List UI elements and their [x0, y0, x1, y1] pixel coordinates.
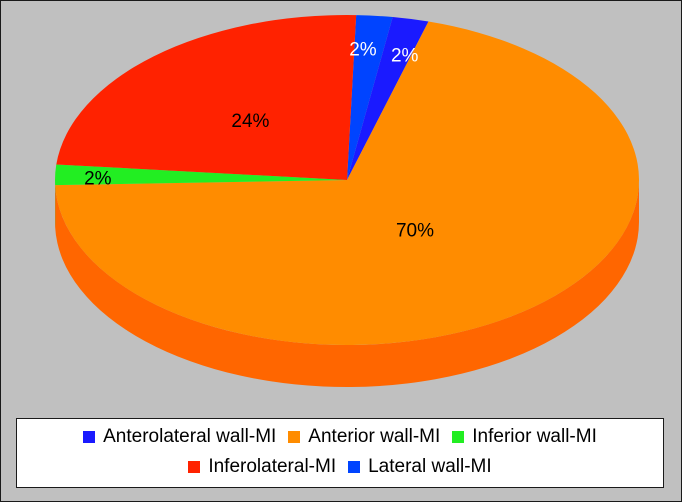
legend-swatch-lateral	[348, 461, 361, 473]
slice-label-inferior: 2%	[84, 169, 112, 190]
legend-label-inferior: Inferior wall-MI	[472, 426, 597, 447]
legend-item-inferior: Inferior wall-MI	[452, 426, 597, 448]
legend-swatch-inferolateral	[188, 461, 201, 473]
legend-swatch-anterolateral	[83, 431, 96, 443]
legend-item-lateral: Lateral wall-MI	[348, 456, 492, 478]
pie-top	[55, 15, 639, 345]
pie-slice-anterior	[55, 21, 639, 345]
legend-row-1: Anterolateral wall-MI Anterior wall-MI I…	[17, 426, 663, 448]
legend-label-anterolateral: Anterolateral wall-MI	[103, 426, 277, 447]
legend-swatch-inferior	[452, 431, 465, 443]
pie-labels: 2% 2% 70% 2% 24%	[84, 40, 434, 242]
pie-slice-inferior	[55, 164, 347, 186]
legend-label-inferolateral: Inferolateral-MI	[208, 456, 337, 477]
pie-side-anterior	[55, 180, 639, 388]
pie-sides	[55, 180, 639, 388]
slice-label-inferolateral: 24%	[231, 111, 269, 132]
legend-item-anterior: Anterior wall-MI	[288, 426, 440, 448]
legend-row-2: Inferolateral-MI Lateral wall-MI	[17, 456, 663, 478]
legend-label-anterior: Anterior wall-MI	[308, 426, 441, 447]
legend-item-inferolateral: Inferolateral-MI	[188, 456, 336, 478]
slice-label-anterolateral: 2%	[391, 45, 419, 66]
legend-swatch-anterior	[288, 431, 301, 443]
pie-slice-inferolateral	[56, 15, 357, 180]
slice-label-anterior: 70%	[396, 221, 434, 242]
slice-label-lateral: 2%	[349, 40, 377, 61]
pie-chart: 2% 2% 70% 2% 24%	[55, 15, 639, 388]
pie-slice-anterolateral	[347, 17, 429, 181]
pie-slice-lateral	[347, 15, 393, 180]
legend-label-lateral: Lateral wall-MI	[368, 456, 492, 477]
chart-legend: Anterolateral wall-MI Anterior wall-MI I…	[16, 418, 664, 488]
legend-item-anterolateral: Anterolateral wall-MI	[83, 426, 276, 448]
